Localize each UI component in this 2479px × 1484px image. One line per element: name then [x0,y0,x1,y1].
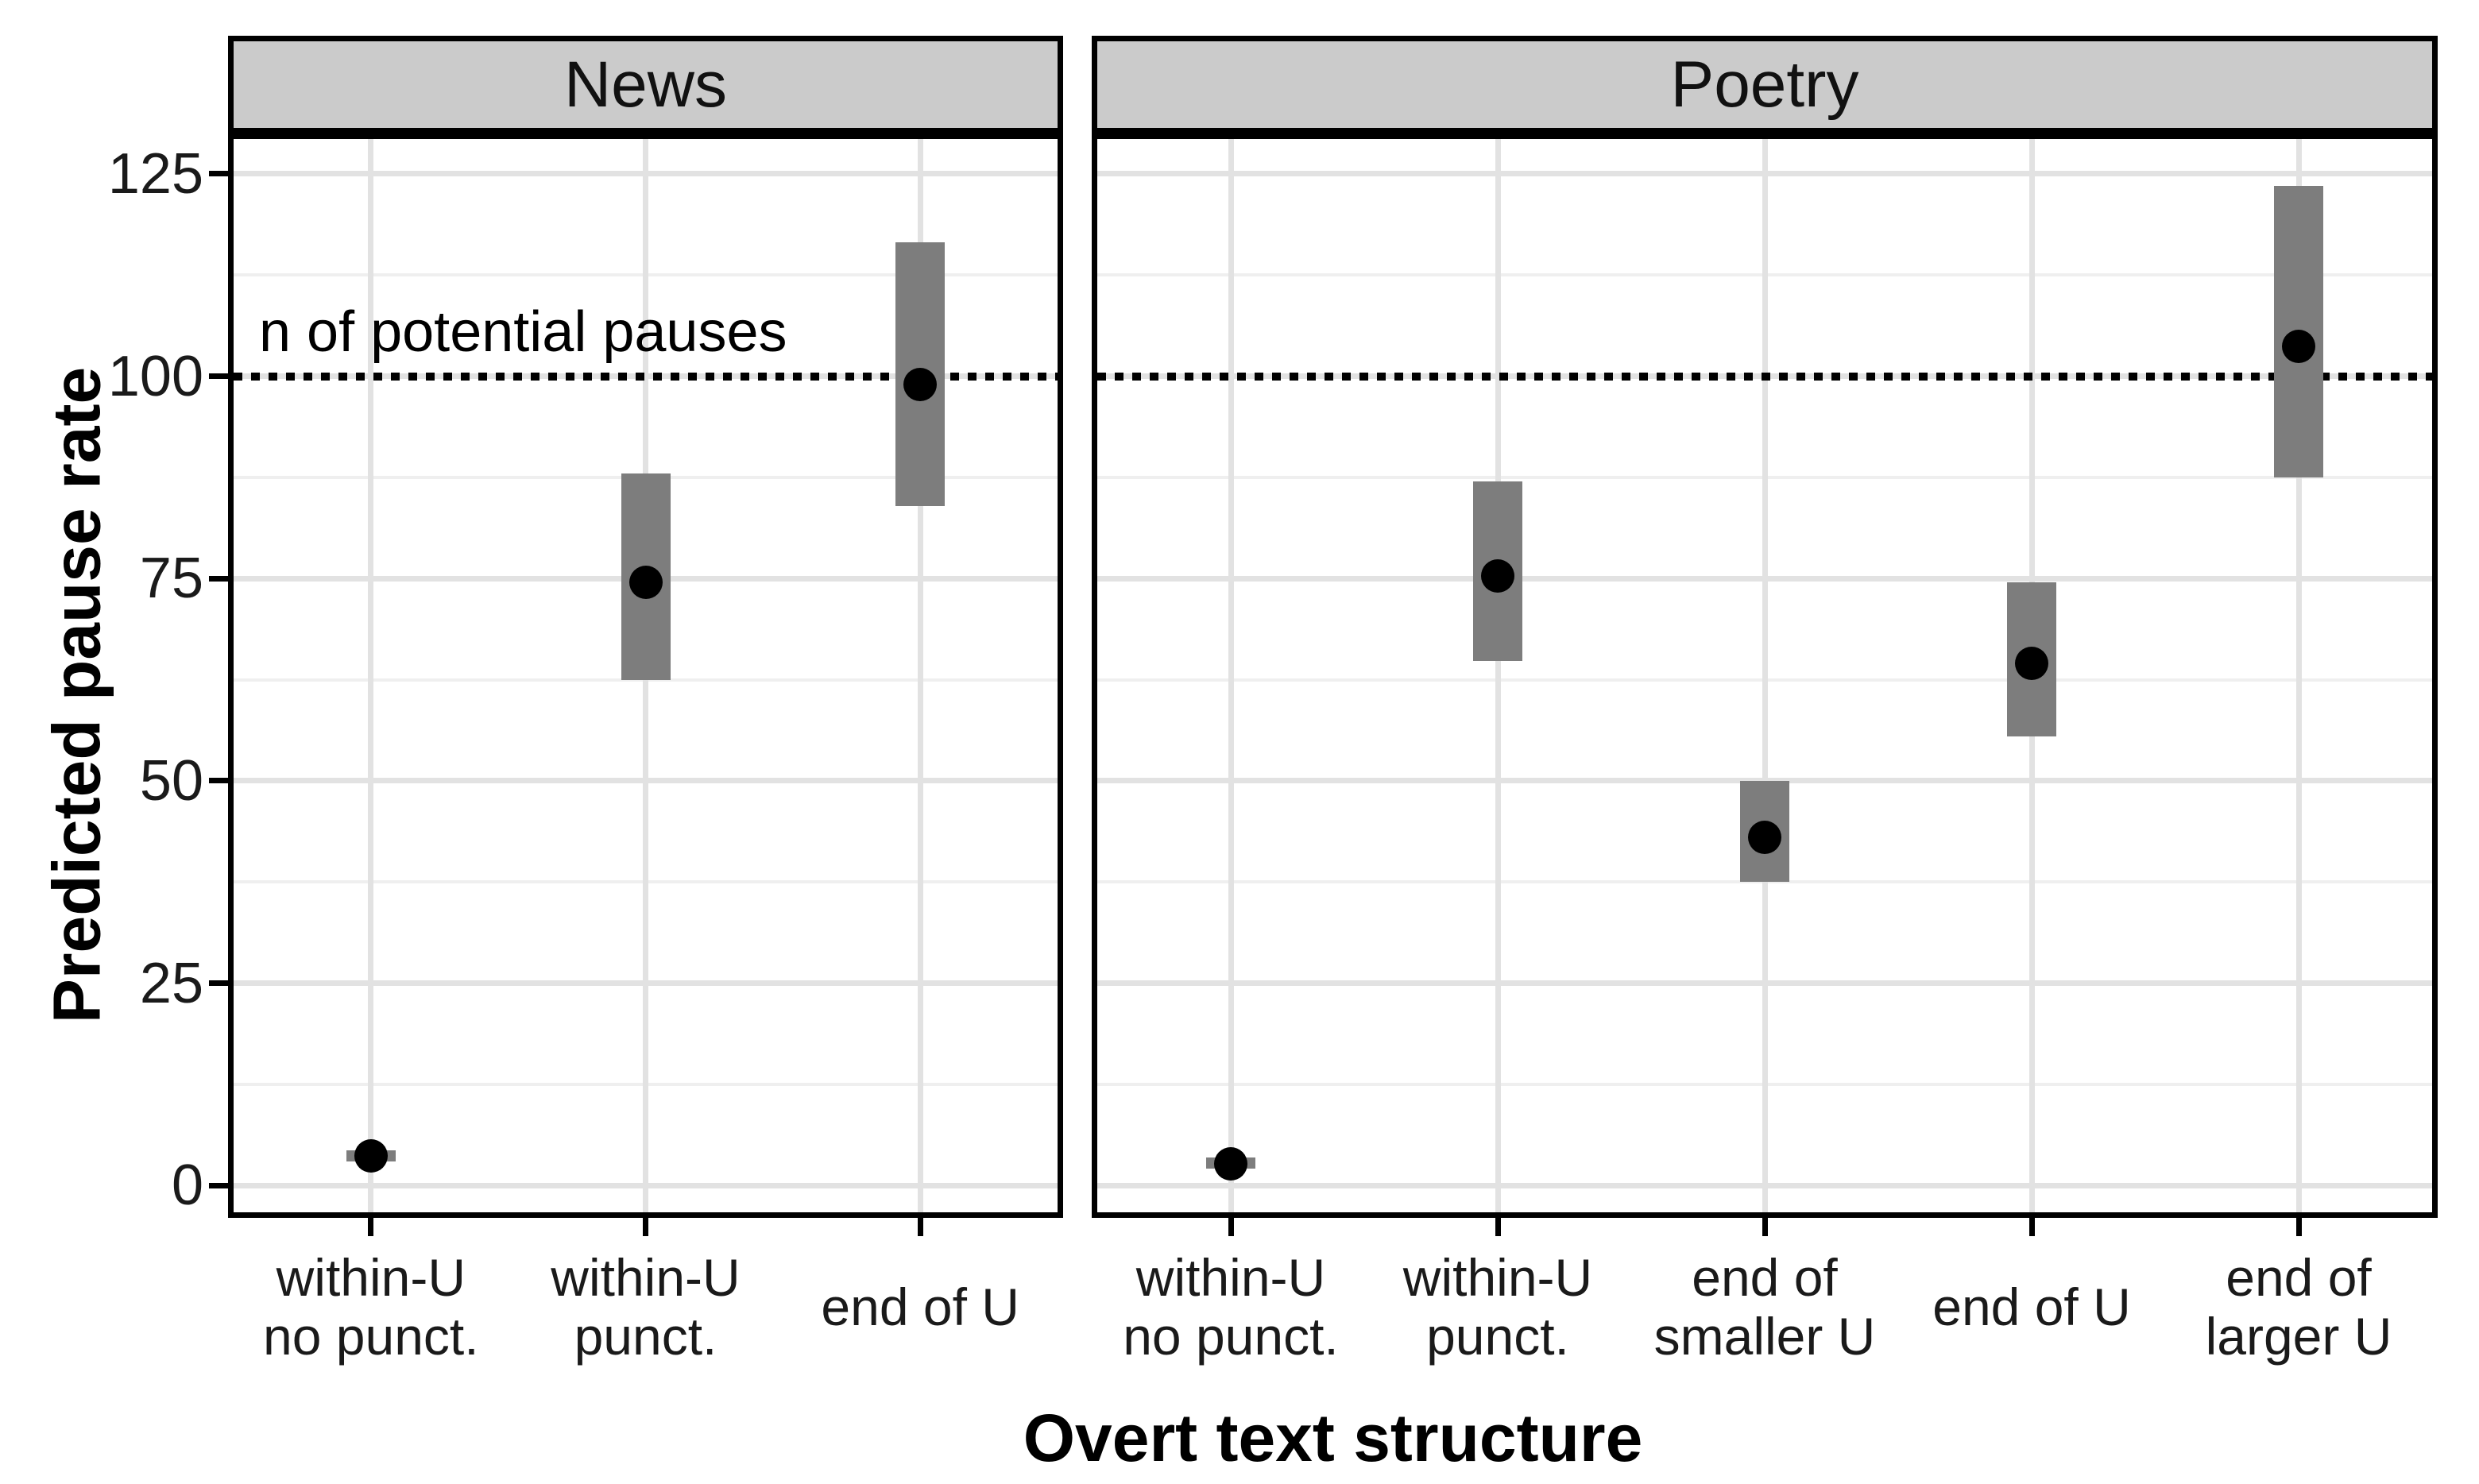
x-tick-label: within-U no punct. [992,1239,1469,1374]
data-point [2282,329,2315,363]
panel-news: n of potential pauses [228,133,1063,1218]
x-tick-label: within-U no punct. [133,1239,609,1374]
strip-label: News [563,48,728,121]
x-tick-label: within-U punct. [1259,1239,1736,1374]
y-tick-label: 0 [171,1154,203,1218]
y-tick-mark [209,980,228,987]
x-tick-label-line: within-U [1402,1248,1593,1307]
y-tick-label: 25 [139,951,203,1015]
major-gridline-x [1228,139,1234,1212]
y-tick-label: 125 [107,141,203,206]
major-gridline-x [917,139,923,1212]
x-tick-label-line: smaller U [1653,1307,1876,1366]
x-tick-mark [2028,1218,2035,1236]
x-tick-mark [2295,1218,2302,1236]
x-tick-label-line: within-U [1135,1248,1326,1307]
y-tick-mark [209,171,228,177]
y-tick-mark [209,778,228,784]
data-point [903,367,938,401]
x-tick-mark [1495,1218,1501,1236]
data-point [1748,821,1781,855]
strip-label: Poetry [1670,48,1859,121]
data-point [1481,559,1514,593]
x-tick-label-line: larger U [2205,1307,2392,1366]
y-tick-mark [209,1182,228,1188]
facet-strip-poetry: Poetry [1092,36,2438,133]
reference-dotted-line [234,372,1058,381]
x-tick-label-line: no punct. [263,1307,479,1366]
y-tick-mark [209,373,228,380]
panel-plot-area: n of potential pauses [234,139,1058,1212]
x-axis-title: Overt text structure [1023,1401,1643,1475]
x-tick-label: end of U [682,1239,1158,1374]
major-gridline-x [1762,139,1768,1212]
major-gridline-x [1495,139,1501,1212]
x-tick-label-line: punct. [574,1307,717,1366]
data-point [354,1138,388,1173]
y-tick-label: 100 [107,344,203,408]
x-tick-mark [368,1218,374,1236]
annotation-n-of-potential-pauses: n of potential pauses [259,300,787,364]
facet-strip-news: News [228,36,1063,133]
data-point [2015,647,2048,681]
x-tick-label: within-U punct. [408,1239,884,1374]
data-point [1214,1146,1247,1181]
x-tick-label: end of larger U [2060,1239,2479,1374]
x-tick-mark [1228,1218,1234,1236]
major-gridline-x [368,139,374,1212]
major-gridline-x [2295,139,2302,1212]
y-tick-mark [209,575,228,582]
x-tick-label-line: end of U [1932,1277,2131,1336]
x-tick-label: end of smaller U [1526,1239,2003,1374]
panel-plot-area [1097,139,2432,1212]
x-tick-label-line: end of [2226,1248,2372,1307]
data-point [628,566,663,600]
x-tick-label-line: within-U [276,1248,466,1307]
x-tick-label-line: end of [1692,1248,1838,1307]
x-tick-label-line: punct. [1426,1307,1569,1366]
x-tick-mark [917,1218,923,1236]
reference-dotted-line [1097,372,2432,381]
panel-poetry [1092,133,2438,1218]
y-axis-title: Predicted pause rate [39,366,114,1024]
y-tick-label: 50 [139,748,203,813]
x-tick-mark [1762,1218,1768,1236]
x-tick-label-line: within-U [551,1248,741,1307]
x-tick-mark [643,1218,648,1236]
y-tick-label: 75 [139,547,203,611]
x-tick-label-line: no punct. [1123,1307,1339,1366]
x-tick-label: end of U [1793,1239,2270,1374]
x-tick-label-line: end of U [821,1277,1019,1336]
